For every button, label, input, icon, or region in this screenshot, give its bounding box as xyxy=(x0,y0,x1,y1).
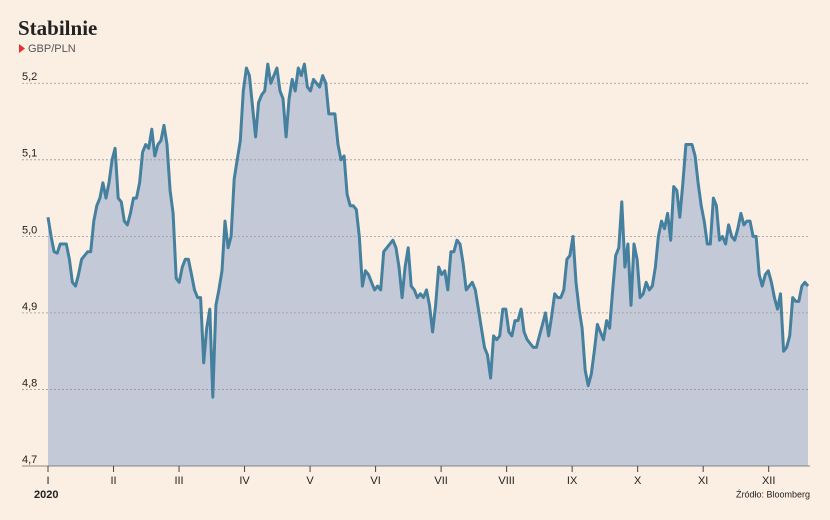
source: Źródło: Bloomberg xyxy=(736,489,810,499)
x-tick-label: X xyxy=(634,475,642,487)
chart-title: Stabilnie xyxy=(18,16,97,40)
x-tick-label: VIII xyxy=(498,475,515,487)
area xyxy=(48,64,808,466)
x-tick-label: VII xyxy=(434,475,447,487)
x-tick-label: III xyxy=(174,475,183,487)
x-tick-label: IX xyxy=(567,475,578,487)
marker-icon xyxy=(19,44,25,53)
x-tick-label: I xyxy=(46,475,49,487)
y-tick-label: 5,0 xyxy=(22,224,37,236)
x-tick-label: II xyxy=(110,475,116,487)
y-tick-label: 4,8 xyxy=(22,377,37,389)
y-tick-label: 4,9 xyxy=(22,301,37,313)
x-tick-label: XI xyxy=(698,475,708,487)
x-tick-label: V xyxy=(306,475,314,487)
y-tick-label: 4,7 xyxy=(22,454,37,466)
line xyxy=(46,62,810,399)
chart-subtitle: GBP/PLN xyxy=(28,43,76,55)
x-tick-label: VI xyxy=(370,475,380,487)
x-tick-label: IV xyxy=(239,475,250,487)
x-tick-label: XII xyxy=(762,475,775,487)
y-tick-label: 5,2 xyxy=(22,71,37,83)
y-tick-label: 5,1 xyxy=(22,148,37,160)
year-label: 2020 xyxy=(34,489,58,501)
